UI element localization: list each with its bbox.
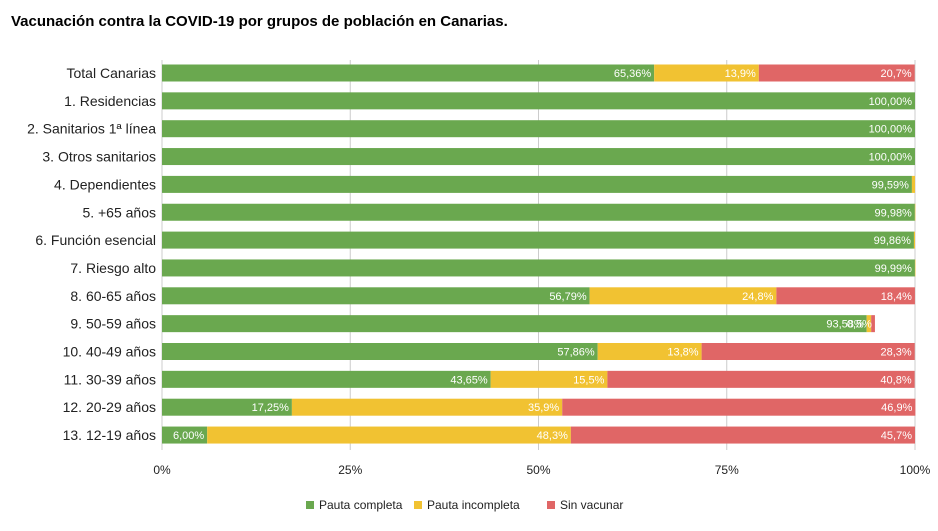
data-label: 46,9%: [881, 402, 912, 414]
category-label: 8. 60-65 años: [70, 288, 156, 304]
data-label: 45,7%: [881, 430, 912, 442]
data-label: 40,8%: [880, 374, 911, 386]
data-label: 99,59%: [872, 179, 910, 191]
bar-segment: [758, 64, 915, 82]
data-label: 93,58%: [826, 319, 864, 331]
data-label: 17,25%: [252, 402, 290, 414]
bar-segment: [490, 370, 608, 388]
data-label: 18,4%: [881, 291, 912, 303]
bar-segment: [162, 148, 915, 166]
bar-segment: [914, 259, 916, 277]
data-label: 100,00%: [869, 152, 913, 164]
x-tick-label: 75%: [715, 463, 739, 477]
bar-segment: [597, 343, 702, 360]
bar-segment: [162, 231, 914, 249]
bar-segment: [570, 426, 915, 444]
bar-segment: [162, 370, 491, 388]
category-label: 11. 30-39 años: [64, 371, 156, 387]
bar-segment: [162, 315, 867, 333]
data-label: 28,3%: [880, 347, 911, 359]
bar-segment: [162, 343, 598, 360]
legend-swatch: [306, 501, 314, 509]
data-label: 6,00%: [173, 430, 204, 442]
legend-label: Sin vacunar: [560, 498, 623, 512]
data-label: 13,9%: [725, 68, 756, 80]
data-label: 100,00%: [869, 96, 913, 108]
category-label: 4. Dependientes: [54, 176, 156, 192]
bar-segment: [911, 175, 915, 193]
data-label: 15,5%: [573, 374, 604, 386]
bar-segment: [291, 398, 563, 416]
bar-segment: [162, 203, 915, 221]
bar-segment: [914, 203, 916, 221]
x-tick-label: 25%: [338, 463, 362, 477]
bar-segment: [162, 259, 915, 277]
bar-segment: [162, 120, 915, 138]
data-label: 48,3%: [537, 430, 568, 442]
category-label: Total Canarias: [67, 65, 157, 81]
category-label: 7. Riesgo alto: [70, 260, 156, 276]
data-label: 20,7%: [880, 68, 911, 80]
data-label: 65,36%: [614, 68, 652, 80]
data-label: 99,86%: [874, 235, 912, 247]
chart-title: Vacunación contra la COVID-19 por grupos…: [11, 13, 508, 30]
legend-label: Pauta completa: [319, 498, 403, 512]
category-label: 10. 40-49 años: [63, 344, 156, 360]
data-label: 43,65%: [450, 374, 488, 386]
bar-segment: [701, 343, 915, 360]
x-tick-label: 50%: [526, 463, 550, 477]
bar-segment: [162, 398, 292, 416]
bar-segment: [162, 92, 915, 110]
category-label: 5. +65 años: [82, 204, 156, 220]
legend-swatch: [547, 501, 555, 509]
bar-segment: [866, 315, 872, 333]
x-tick-label: 0%: [153, 463, 171, 477]
data-label: 56,79%: [549, 291, 587, 303]
category-label: 9. 50-59 años: [70, 316, 156, 332]
legend-swatch: [414, 501, 422, 509]
bar-segment: [162, 287, 590, 305]
bar-segment: [607, 370, 915, 388]
category-label: 1. Residencias: [64, 93, 156, 109]
bar-segment: [871, 315, 875, 333]
category-label: 6. Función esencial: [35, 232, 156, 248]
data-label: 24,8%: [742, 291, 773, 303]
bar-segment: [162, 426, 208, 444]
bar-segment: [589, 287, 777, 305]
data-label: 35,9%: [528, 402, 559, 414]
bar-segment: [207, 426, 571, 444]
bar-segment: [776, 287, 915, 305]
data-label: 99,98%: [875, 207, 913, 219]
bar-segment: [162, 64, 655, 82]
x-tick-label: 100%: [900, 463, 931, 477]
category-label: 12. 20-29 años: [63, 399, 156, 415]
data-label: 0,5%: [847, 319, 872, 331]
bar-segment: [562, 398, 916, 416]
category-label: 2. Sanitarios 1ª línea: [27, 121, 156, 137]
data-label: 99,99%: [875, 263, 913, 275]
bar-segment: [913, 231, 915, 249]
data-label: 100,00%: [869, 124, 913, 136]
bar-segment: [654, 64, 759, 82]
legend-label: Pauta incompleta: [427, 498, 520, 512]
category-label: 13. 12-19 años: [63, 427, 156, 443]
category-label: 3. Otros sanitarios: [42, 149, 156, 165]
data-label: 13,8%: [667, 347, 698, 359]
bar-segment: [162, 175, 912, 193]
data-label: 57,86%: [557, 347, 595, 359]
